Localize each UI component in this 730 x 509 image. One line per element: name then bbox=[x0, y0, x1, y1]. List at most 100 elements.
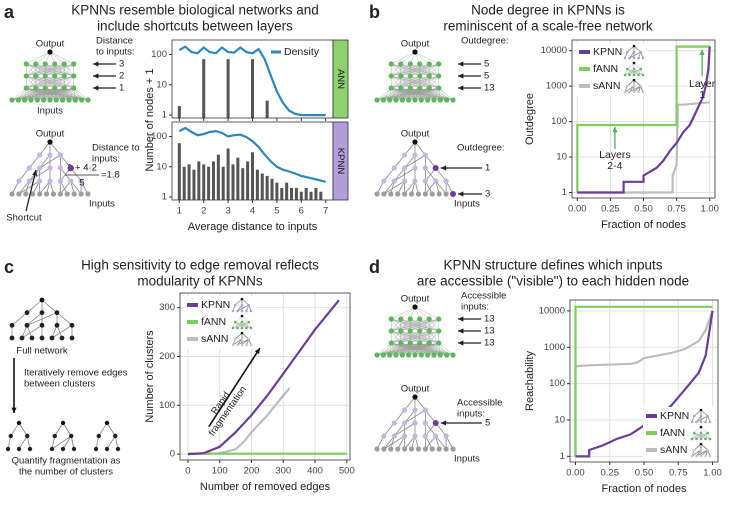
node bbox=[422, 433, 428, 439]
arrow-head bbox=[440, 165, 447, 171]
edge bbox=[54, 75, 74, 89]
node-label: Inputs bbox=[454, 454, 480, 465]
step-label: Full network bbox=[16, 346, 67, 357]
node bbox=[9, 97, 15, 103]
edge bbox=[62, 435, 72, 450]
level-value: 13 bbox=[484, 326, 495, 337]
edge bbox=[35, 75, 74, 89]
node bbox=[402, 165, 408, 171]
node bbox=[625, 67, 629, 71]
edge bbox=[7, 435, 12, 450]
edge bbox=[404, 180, 416, 195]
level-value: 1 bbox=[485, 163, 490, 174]
line-series bbox=[574, 310, 714, 457]
node bbox=[699, 442, 703, 446]
node bbox=[699, 437, 703, 441]
edge bbox=[391, 51, 416, 65]
node bbox=[408, 191, 415, 197]
node bbox=[93, 446, 99, 452]
chart-title: High sensitivity to edge removal reflect… bbox=[81, 258, 319, 273]
edge bbox=[234, 298, 243, 306]
edge bbox=[35, 87, 57, 101]
edge bbox=[633, 68, 641, 76]
x-tick-label: 5 bbox=[274, 206, 279, 217]
node bbox=[407, 340, 413, 346]
node bbox=[426, 316, 432, 322]
edge bbox=[391, 318, 411, 332]
edge bbox=[237, 338, 249, 346]
annotation: 2-4 bbox=[607, 160, 622, 172]
node bbox=[412, 407, 418, 413]
node bbox=[422, 165, 428, 171]
node bbox=[233, 320, 237, 324]
node bbox=[436, 61, 442, 67]
bar bbox=[207, 166, 211, 200]
node bbox=[57, 165, 63, 171]
edge bbox=[241, 321, 252, 329]
node bbox=[425, 97, 431, 103]
x-tick-label: 1.00 bbox=[700, 204, 719, 215]
edge bbox=[391, 87, 409, 101]
step-label: Quantify fragmentation as bbox=[12, 456, 121, 467]
bar bbox=[294, 187, 298, 200]
node bbox=[388, 61, 394, 67]
annotation: inputs: bbox=[92, 154, 120, 165]
node bbox=[393, 352, 399, 358]
node bbox=[37, 178, 43, 184]
node bbox=[443, 446, 449, 452]
legend-label: KPNN bbox=[660, 410, 689, 422]
node bbox=[381, 191, 387, 197]
node bbox=[422, 420, 428, 426]
step-label: between clusters bbox=[24, 379, 96, 390]
node bbox=[388, 73, 394, 79]
node bbox=[71, 61, 77, 67]
edge bbox=[400, 330, 439, 344]
node bbox=[71, 73, 77, 79]
node bbox=[436, 85, 442, 91]
node bbox=[374, 446, 380, 452]
edge bbox=[400, 87, 428, 101]
node bbox=[450, 446, 456, 452]
arrow-head bbox=[93, 73, 99, 79]
node bbox=[33, 73, 39, 79]
x-tick-label: 400 bbox=[307, 466, 323, 477]
bar bbox=[290, 187, 294, 200]
annotation: 1 bbox=[699, 89, 705, 101]
node bbox=[632, 50, 636, 54]
node bbox=[34, 97, 40, 103]
node bbox=[639, 50, 643, 54]
edge bbox=[435, 180, 447, 195]
node bbox=[71, 191, 77, 197]
edge bbox=[49, 141, 61, 156]
edge bbox=[400, 342, 416, 356]
node bbox=[450, 352, 456, 358]
node bbox=[699, 454, 703, 458]
edge bbox=[51, 324, 73, 339]
node bbox=[388, 328, 394, 334]
edge bbox=[624, 68, 635, 76]
edge bbox=[696, 449, 708, 457]
node bbox=[398, 61, 404, 67]
x-tick-label: 3 bbox=[225, 206, 230, 217]
annotation: Layer bbox=[689, 78, 716, 90]
node bbox=[415, 191, 422, 197]
node bbox=[240, 337, 244, 341]
annotation: Outdegree: bbox=[457, 143, 505, 154]
y-axis-label: Number of nodes + 1 bbox=[144, 68, 156, 171]
annotation: Layers bbox=[599, 149, 631, 161]
edge bbox=[45, 63, 74, 77]
x-tick-label: 0.75 bbox=[667, 204, 686, 215]
node bbox=[9, 322, 15, 328]
annotation: inputs: bbox=[461, 302, 489, 313]
node bbox=[33, 85, 39, 91]
edge bbox=[26, 87, 51, 101]
edge bbox=[26, 75, 65, 89]
node bbox=[637, 73, 640, 77]
node bbox=[57, 191, 63, 197]
node bbox=[115, 446, 121, 452]
edge bbox=[629, 51, 641, 59]
node bbox=[399, 97, 405, 103]
bar bbox=[197, 161, 201, 200]
edge bbox=[425, 435, 437, 450]
edge bbox=[26, 63, 55, 77]
